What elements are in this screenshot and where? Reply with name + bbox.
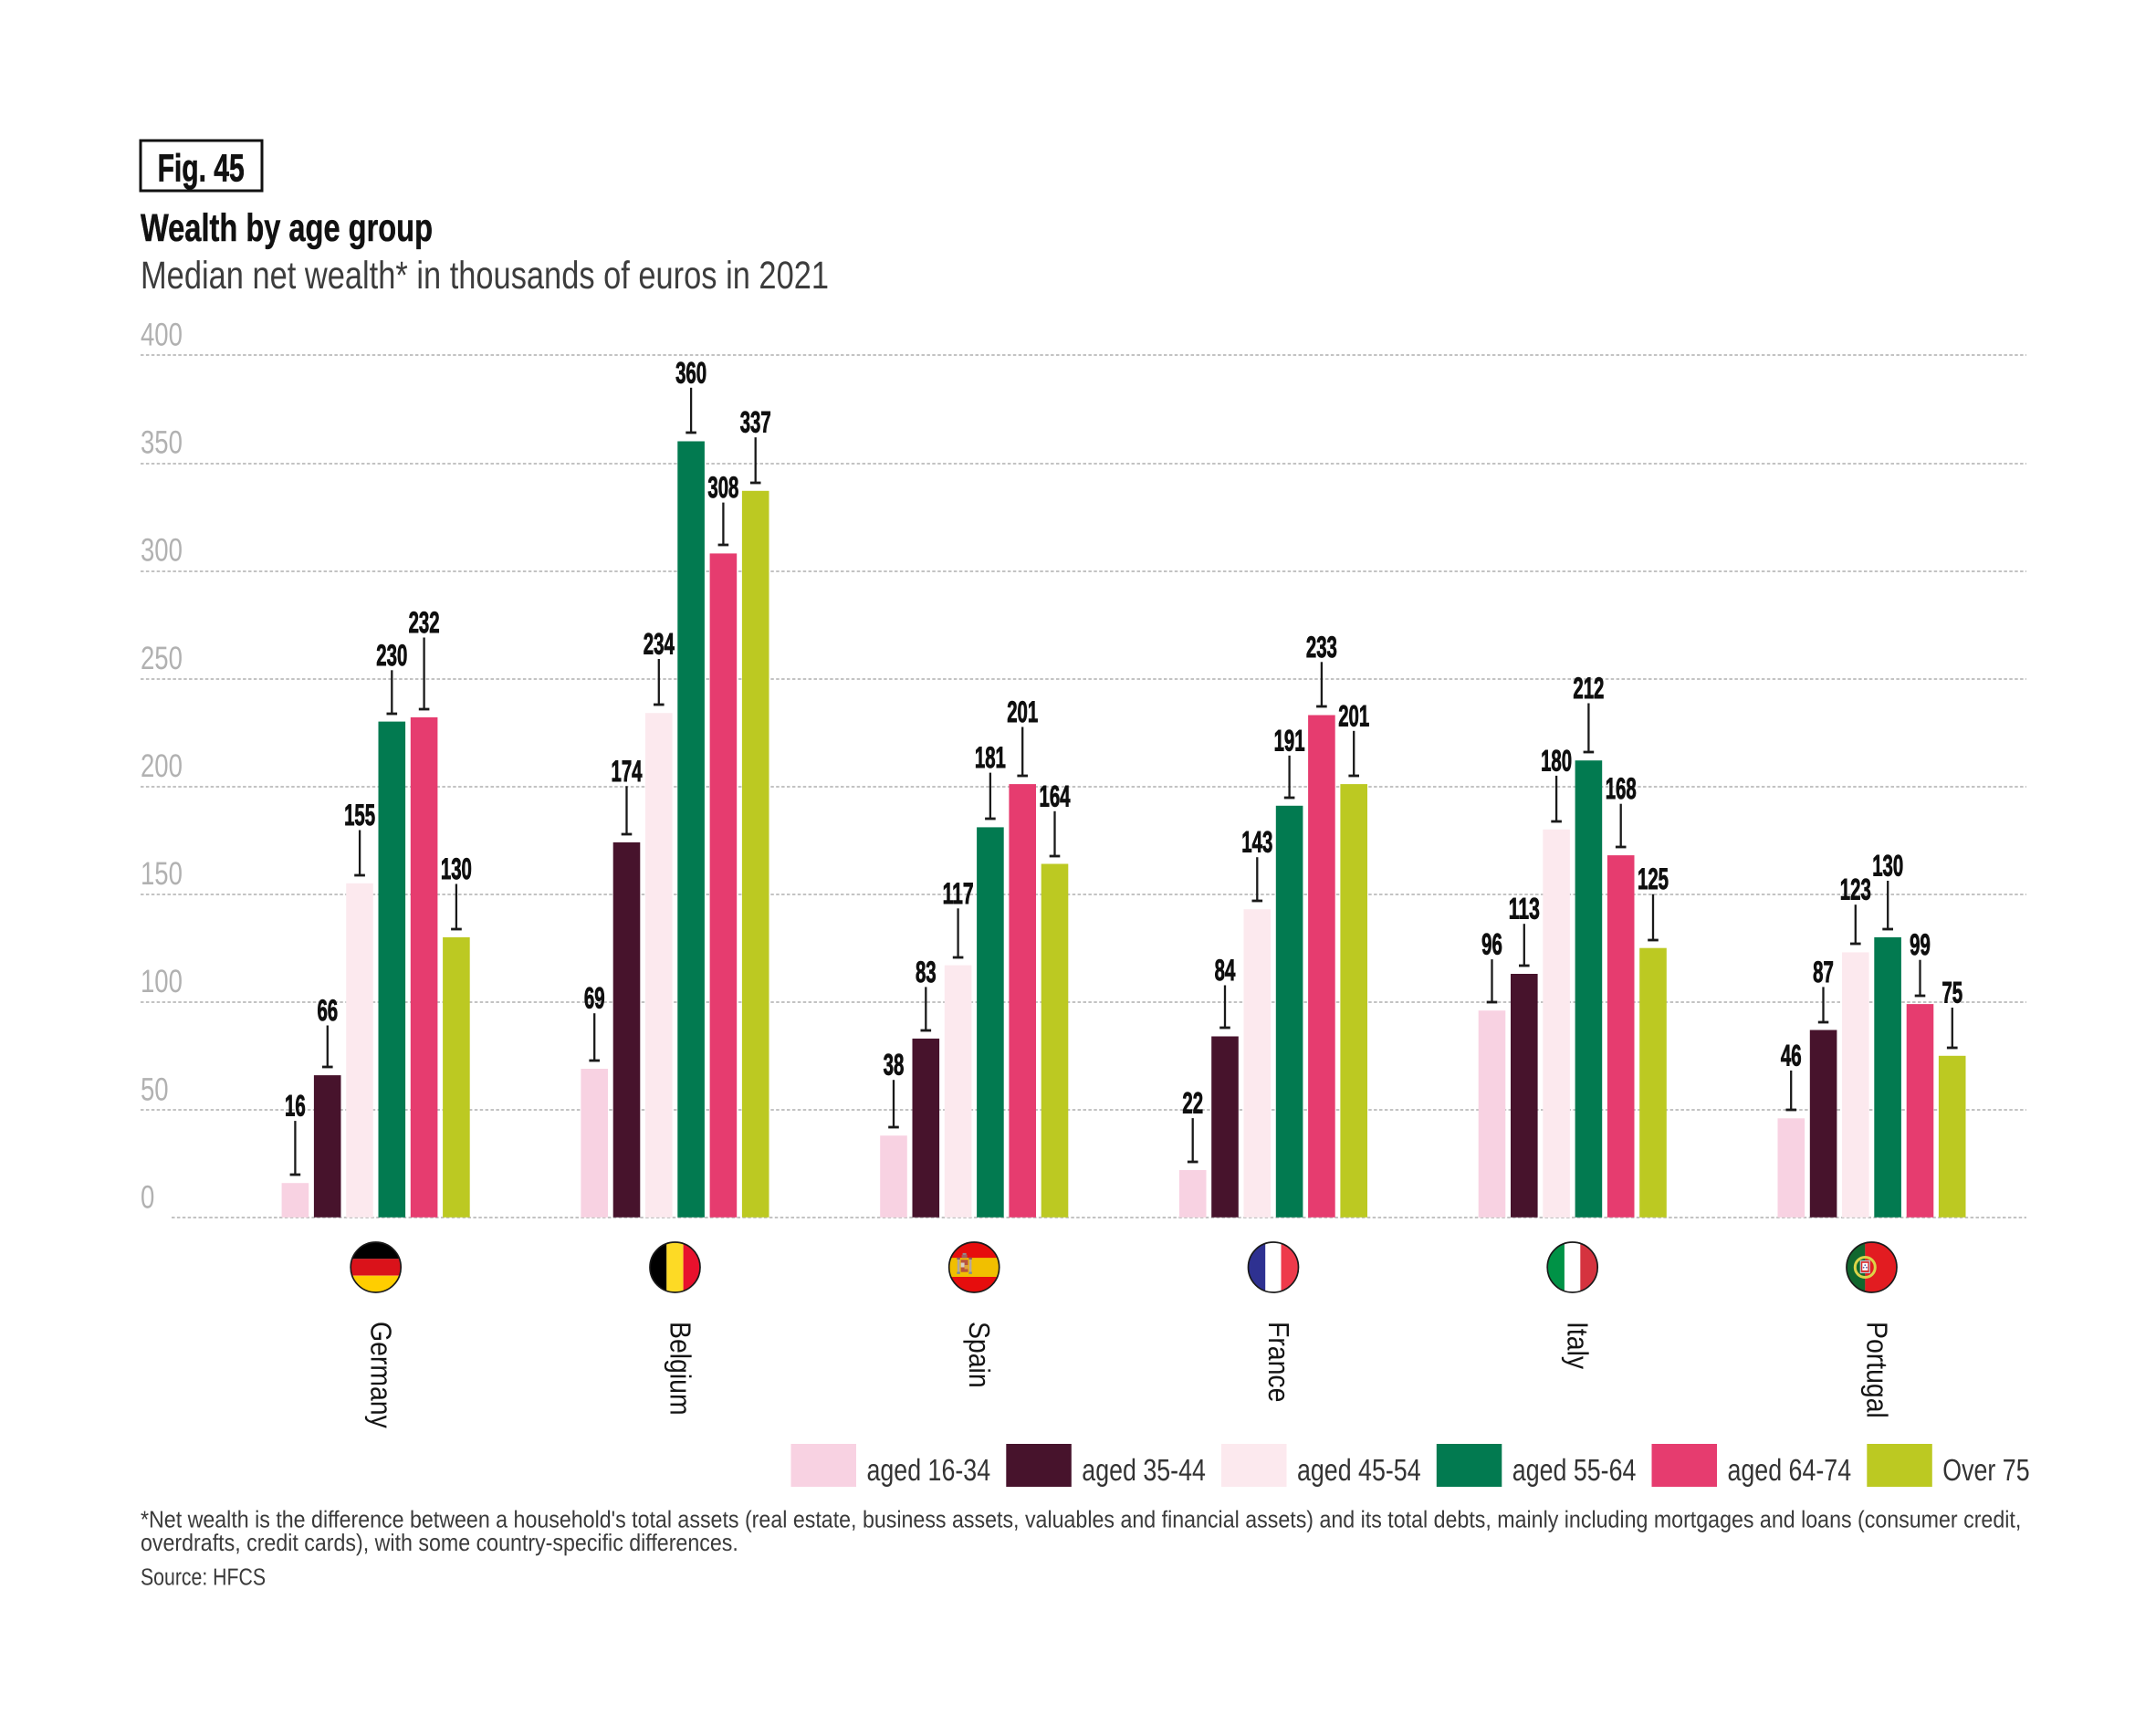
svg-text:200: 200 [141,748,183,784]
svg-text:0: 0 [141,1178,154,1215]
svg-text:aged 35-44: aged 35-44 [1082,1454,1206,1488]
svg-text:117: 117 [943,876,974,910]
svg-text:83: 83 [916,955,937,988]
svg-text:Median net wealth* in thousand: Median net wealth* in thousands of euros… [141,254,829,298]
svg-text:164: 164 [1040,779,1071,812]
svg-text:130: 130 [441,852,472,885]
svg-text:Wealth by age group: Wealth by age group [141,206,433,250]
svg-text:aged 45-54: aged 45-54 [1297,1454,1421,1488]
svg-text:*Net wealth is the difference: *Net wealth is the difference between a … [141,1506,2021,1533]
svg-text:84: 84 [1215,953,1236,987]
svg-text:181: 181 [975,740,1006,774]
svg-text:180: 180 [1541,743,1572,777]
svg-text:overdrafts, credit cards), wit: overdrafts, credit cards), with some cou… [141,1529,738,1556]
svg-text:87: 87 [1813,955,1834,988]
svg-text:308: 308 [707,470,738,504]
svg-text:aged 55-64: aged 55-64 [1512,1454,1637,1488]
svg-text:66: 66 [317,993,338,1027]
svg-text:Source: HFCS: Source: HFCS [141,1563,266,1590]
svg-text:Portugal: Portugal [1861,1322,1894,1418]
svg-text:Fig. 45: Fig. 45 [158,146,245,189]
svg-text:123: 123 [1840,873,1871,906]
svg-text:130: 130 [1872,849,1903,883]
svg-text:50: 50 [141,1071,169,1107]
svg-text:38: 38 [884,1048,905,1082]
svg-text:Spain: Spain [963,1322,996,1388]
svg-text:69: 69 [584,981,605,1015]
svg-text:212: 212 [1573,671,1604,705]
svg-text:191: 191 [1274,723,1305,757]
svg-text:201: 201 [1338,698,1369,732]
svg-text:350: 350 [141,424,183,461]
svg-text:Belgium: Belgium [665,1322,697,1416]
svg-text:300: 300 [141,532,183,569]
svg-text:99: 99 [1910,927,1931,961]
svg-text:France: France [1262,1322,1295,1402]
svg-text:234: 234 [644,627,675,661]
svg-text:aged 16-34: aged 16-34 [867,1454,991,1488]
svg-text:Germany: Germany [365,1322,398,1428]
svg-text:168: 168 [1606,771,1637,805]
svg-text:155: 155 [344,798,375,831]
svg-text:150: 150 [141,855,183,892]
svg-text:230: 230 [376,638,407,672]
svg-text:143: 143 [1241,825,1272,859]
svg-text:125: 125 [1638,862,1669,895]
svg-text:Italy: Italy [1562,1322,1595,1369]
svg-text:201: 201 [1007,695,1038,728]
svg-text:75: 75 [1941,976,1962,1009]
svg-text:233: 233 [1306,630,1337,664]
svg-text:16: 16 [285,1089,306,1123]
svg-text:400: 400 [141,316,183,352]
svg-text:337: 337 [740,405,771,439]
svg-text:174: 174 [612,754,643,788]
svg-text:232: 232 [409,605,440,639]
svg-text:100: 100 [141,963,183,999]
svg-text:250: 250 [141,640,183,676]
svg-text:aged 64-74: aged 64-74 [1728,1454,1852,1488]
svg-text:96: 96 [1481,927,1502,961]
svg-text:46: 46 [1781,1038,1802,1072]
svg-text:22: 22 [1182,1086,1203,1120]
svg-text:113: 113 [1509,892,1540,925]
svg-text:360: 360 [675,355,706,389]
svg-text:Over 75: Over 75 [1942,1454,2029,1488]
